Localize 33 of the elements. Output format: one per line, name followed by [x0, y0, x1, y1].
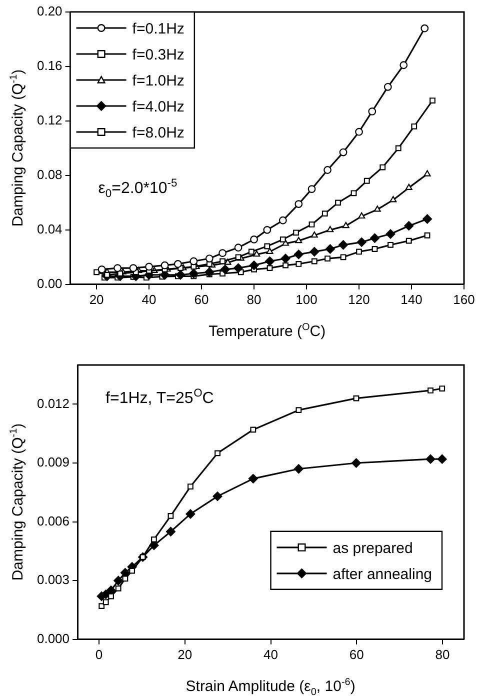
y-tick-label: 0.000 — [36, 630, 70, 646]
legend-label: f=4.0Hz — [132, 98, 184, 116]
x-axis-title: Temperature ($^{O}$C) — [208, 321, 326, 341]
x-tick-label: 120 — [348, 292, 370, 307]
x-tick-label: 20 — [178, 646, 192, 662]
y-tick-label: 0.16 — [36, 58, 62, 74]
x-tick-label: 20 — [89, 292, 104, 307]
y-tick-label: 0.04 — [36, 222, 62, 236]
y-tick-label: 0.012 — [36, 396, 70, 411]
x-axis-title: Strain Amplitude (ε$_{0}$, 10$^{-6}$) — [186, 676, 356, 700]
legend-label: as prepared — [332, 540, 413, 557]
x-tick-label: 140 — [400, 292, 422, 307]
x-tick-label: 40 — [264, 646, 278, 662]
y-tick-label: 0.00 — [36, 276, 62, 291]
y-tick-label: 0.003 — [36, 572, 70, 588]
x-tick-label: 80 — [435, 646, 450, 662]
x-tick-label: 100 — [296, 292, 318, 307]
y-tick-label: 0.12 — [36, 112, 62, 128]
y-tick-label: 0.009 — [36, 454, 70, 470]
legend-label: f=0.1Hz — [132, 20, 184, 38]
y-tick-label: 0.006 — [36, 513, 70, 528]
legend-label: f=0.3Hz — [132, 46, 184, 64]
y-tick-label: 0.20 — [36, 4, 62, 19]
x-tick-label: 0 — [95, 646, 103, 662]
legend-label: after annealing — [332, 566, 432, 583]
x-tick-label: 40 — [142, 292, 156, 307]
legend-label: f=8.0Hz — [132, 124, 184, 142]
legend-label: f=1.0Hz — [132, 72, 184, 90]
x-tick-label: 60 — [194, 292, 209, 307]
x-tick-label: 80 — [246, 292, 262, 307]
x-tick-label: 160 — [453, 292, 475, 307]
x-tick-label: 60 — [349, 646, 364, 662]
y-tick-label: 0.08 — [36, 167, 62, 182]
